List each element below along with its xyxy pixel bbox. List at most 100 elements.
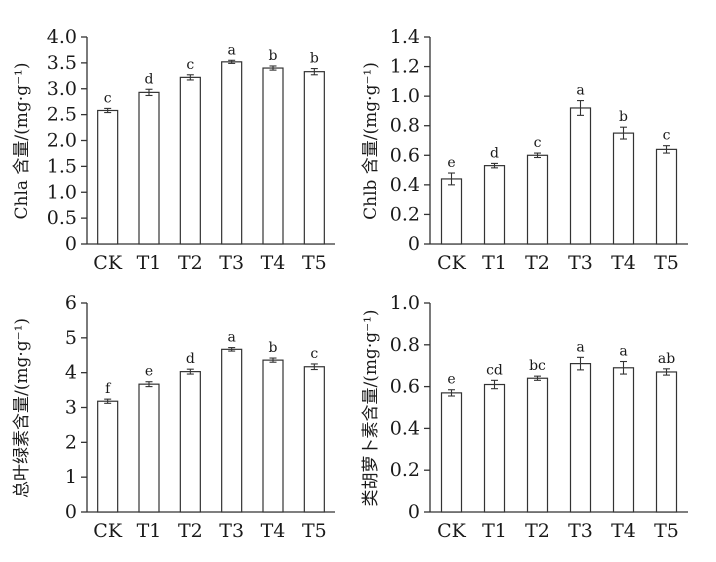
bar-t1: [138, 383, 160, 513]
bar-t4: [612, 132, 635, 245]
x-tick-label: CK: [437, 252, 467, 274]
y-tick-label: 0.6: [390, 144, 420, 166]
significance-label: c: [310, 346, 318, 362]
x-tick-label: T3: [568, 252, 593, 274]
significance-label: a: [576, 339, 584, 355]
y-tick-label: 0.2: [390, 459, 420, 481]
y-tick-label: 1.2: [390, 56, 420, 78]
y-tick-label: 1: [65, 466, 77, 488]
bar-t2: [179, 371, 201, 513]
y-tick-label: 2: [65, 431, 77, 453]
x-tick-label: T1: [482, 520, 507, 542]
x-tick-label: T2: [525, 520, 550, 542]
x-tick-label: CK: [93, 252, 123, 274]
y-tick-label: 1.0: [47, 181, 77, 203]
y-tick-label: 0.8: [390, 115, 420, 137]
y-tick-label: 4: [65, 362, 77, 384]
significance-label: c: [186, 57, 194, 73]
y-tick-label: 1.0: [390, 85, 420, 107]
bar-t5: [655, 148, 678, 245]
bar-t4: [612, 367, 635, 513]
y-tick-label: 3.0: [47, 78, 77, 100]
significance-label: bc: [529, 358, 546, 374]
significance-label: b: [310, 51, 319, 67]
x-tick-label: T4: [611, 252, 636, 274]
significance-label: b: [269, 340, 278, 356]
significance-label: e: [145, 364, 153, 380]
significance-label: ab: [658, 351, 675, 367]
bar-t3: [221, 61, 243, 245]
bar-t2: [526, 377, 549, 513]
y-axis-title: Chla 含量/(mg·g⁻¹): [12, 62, 32, 219]
x-tick-label: T2: [178, 252, 203, 274]
y-tick-label: 0.6: [390, 376, 420, 398]
x-tick-label: T1: [482, 252, 507, 274]
chart-panel-3: 0 1 2 3 4 5 6 总叶绿素含量/(mg·g⁻¹) f CK e T1 d T2 a T3 b T4 c T5: [12, 292, 335, 542]
significance-label: c: [663, 128, 671, 144]
x-tick-label: T1: [137, 520, 162, 542]
x-tick-label: T3: [568, 520, 593, 542]
significance-label: d: [186, 351, 195, 367]
significance-label: c: [534, 135, 542, 151]
bar-t1: [483, 165, 506, 245]
y-tick-label: 0.4: [390, 417, 420, 439]
y-tick-label: 4.0: [47, 26, 77, 48]
bar-ck: [440, 178, 463, 245]
significance-label: e: [447, 372, 455, 388]
y-axis-title: Chlb 含量/(mg·g⁻¹): [361, 62, 381, 220]
x-tick-label: T3: [219, 252, 244, 274]
y-tick-label: 0: [408, 233, 420, 255]
significance-label: a: [576, 83, 584, 99]
x-tick-label: T4: [261, 520, 286, 542]
bar-t2: [179, 76, 201, 245]
x-tick-label: T5: [654, 520, 679, 542]
bar-ck: [97, 400, 119, 513]
y-tick-label: 0: [65, 233, 77, 255]
bar-t5: [655, 371, 678, 513]
bar-ck: [440, 392, 463, 513]
significance-label: a: [619, 344, 627, 360]
bar-t1: [138, 91, 160, 245]
bar-t5: [303, 366, 325, 513]
y-tick-label: 2.0: [47, 130, 77, 152]
y-tick-label: 6: [65, 292, 77, 314]
bar-t1: [483, 383, 506, 513]
bar-t2: [526, 154, 549, 245]
bar-t5: [303, 71, 325, 245]
x-tick-label: T5: [302, 252, 327, 274]
y-tick-label: 0.5: [47, 207, 77, 229]
significance-label: a: [227, 42, 235, 58]
y-tick-label: 3.5: [47, 52, 77, 74]
y-tick-label: 0: [65, 501, 77, 523]
bar-t3: [221, 348, 243, 513]
significance-label: b: [619, 109, 628, 125]
x-tick-label: T4: [611, 520, 636, 542]
y-tick-label: 0: [408, 501, 420, 523]
y-tick-label: 3: [65, 397, 77, 419]
y-tick-label: 1.5: [47, 155, 77, 177]
significance-label: d: [490, 145, 499, 161]
y-tick-label: 0.8: [390, 334, 420, 356]
significance-label: cd: [486, 362, 503, 378]
x-tick-label: T5: [654, 252, 679, 274]
bar-t4: [262, 359, 284, 513]
significance-label: e: [447, 155, 455, 171]
chart-panel-2: 0 0.2 0.4 0.6 0.8 1.0 1.2 1.4 Chlb 含量/(mg·g⁻¹) e C…: [361, 26, 688, 274]
significance-label: c: [104, 90, 112, 106]
x-tick-label: CK: [437, 520, 467, 542]
x-tick-label: T2: [525, 252, 550, 274]
significance-label: a: [227, 330, 235, 346]
y-tick-label: 2.5: [47, 104, 77, 126]
y-tick-label: 5: [65, 327, 77, 349]
significance-label: d: [145, 71, 154, 87]
bar-t3: [569, 363, 592, 513]
y-tick-label: 0.2: [390, 203, 420, 225]
bar-ck: [97, 109, 119, 245]
y-tick-label: 1.4: [390, 26, 420, 48]
chart-panel-4: 0 0.2 0.4 0.6 0.8 1.0 类胡萝卜素含量/(mg·g⁻¹) e CK cd T1 b…: [361, 292, 688, 542]
x-tick-label: T2: [178, 520, 203, 542]
y-tick-label: 1.0: [390, 292, 420, 314]
bar-t4: [262, 67, 284, 245]
chart-panel-1: 0 0.5 1.0 1.5 2.0 2.5 3.0 3.5 4.0 Chla 含量/(mg·g⁻¹…: [12, 26, 335, 274]
